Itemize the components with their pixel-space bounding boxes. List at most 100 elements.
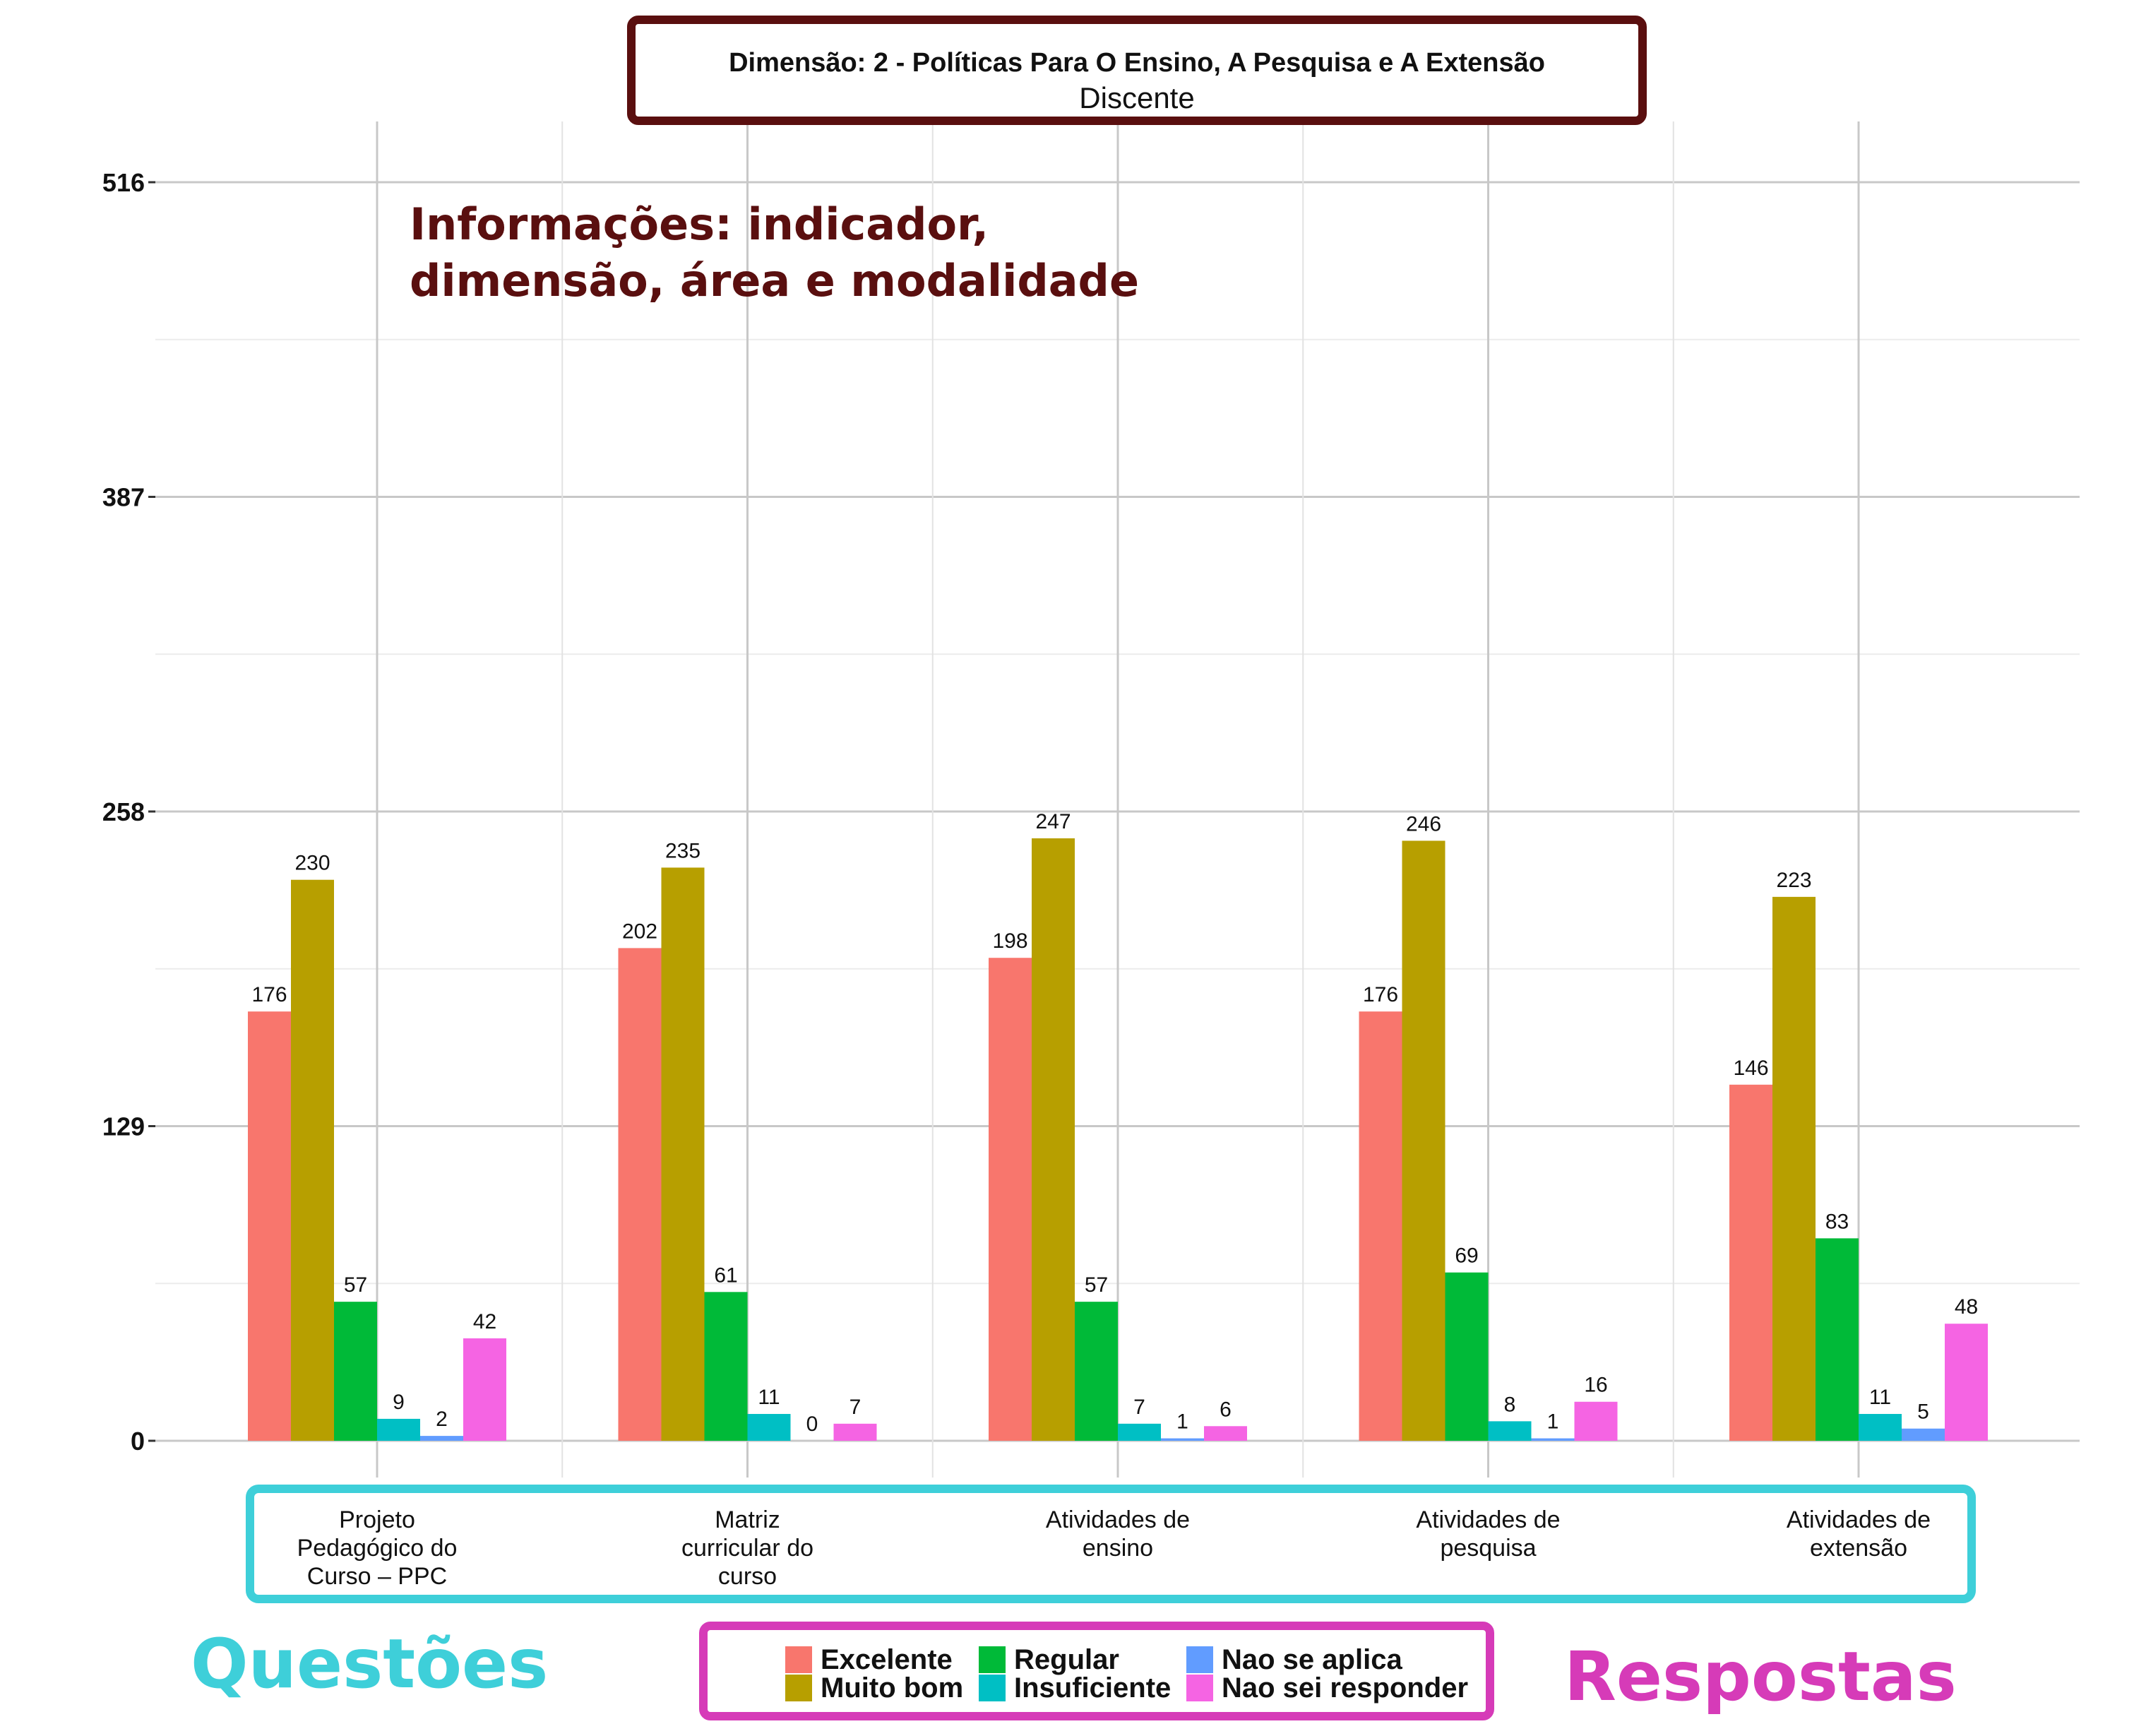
y-tick-label: 516 (102, 168, 145, 197)
legend-item-excelente: Excelente (785, 1643, 953, 1675)
bar-regular (1445, 1272, 1489, 1441)
chart-subtitle: Discente (1079, 81, 1195, 114)
bar-nao-sei-responder (1574, 1401, 1618, 1441)
bar-value-label: 1 (1547, 1410, 1559, 1434)
legend-label-regular: Regular (1014, 1643, 1119, 1675)
bar-value-label: 146 (1733, 1057, 1768, 1080)
bar-nao-se-aplica (1161, 1438, 1204, 1441)
bar-insuficiente (1859, 1414, 1902, 1441)
bar-value-label: 235 (665, 839, 701, 862)
bars (248, 838, 1988, 1441)
bar-regular (334, 1302, 377, 1441)
bar-insuficiente (1118, 1423, 1161, 1441)
bar-value-label: 247 (1035, 810, 1071, 833)
legend-label-muito-bom: Muito bom (821, 1672, 964, 1704)
bar-regular (704, 1292, 748, 1441)
legend-label-excelente: Excelente (821, 1643, 953, 1675)
bar-value-label: 176 (251, 983, 287, 1006)
legend-swatch-excelente (785, 1646, 812, 1673)
x-tick-label: Projeto Pedagógico do Curso – PPC (297, 1506, 458, 1590)
bar-value-label: 246 (1406, 812, 1441, 836)
bar-excelente (1729, 1084, 1772, 1441)
legend-item-muito-bom: Muito bom (785, 1672, 964, 1704)
bar-value-label: 48 (1955, 1295, 1978, 1319)
y-tick-label: 258 (102, 797, 145, 826)
x-tick-label: Matriz curricular do curso (681, 1506, 813, 1590)
legend-swatch-muito-bom (785, 1675, 812, 1701)
bar-muito-bom (661, 867, 705, 1441)
bar-value-label: 176 (1363, 983, 1398, 1006)
bar-value-label: 16 (1584, 1374, 1607, 1397)
bar-value-label: 2 (436, 1408, 448, 1431)
x-axis-labels: Projeto Pedagógico do Curso – PPC Matriz cur… (297, 1506, 1931, 1590)
questions-highlight-box (246, 1485, 1976, 1603)
bar-value-label: 11 (1869, 1386, 1891, 1409)
legend-label-nao-se-aplica: Nao se aplica (1222, 1643, 1402, 1675)
y-tick-label: 129 (102, 1112, 145, 1141)
y-axis: 0 129 258 387 516 (102, 168, 155, 1456)
info-annotation-line-1: Informações: indicador, (410, 198, 989, 250)
data-labels: 1762305792422022356111071982475771617624… (251, 810, 1978, 1436)
legend-item-nao-sei-responder: Nao sei responder (1186, 1672, 1468, 1704)
bar-value-label: 7 (1133, 1396, 1145, 1419)
bar-muito-bom (1032, 838, 1075, 1441)
questions-annotation: Questões (191, 1624, 549, 1704)
bar-value-label: 61 (714, 1264, 737, 1287)
bar-value-label: 202 (622, 920, 657, 943)
bar-excelente (1359, 1011, 1402, 1441)
legend-label-insuficiente: Insuficiente (1014, 1672, 1172, 1704)
bar-value-label: 230 (294, 852, 330, 875)
legend-item-insuficiente: Insuficiente (979, 1672, 1172, 1704)
bar-insuficiente (747, 1414, 791, 1441)
legend: Excelente Muito bom Regular Insuficiente… (699, 1622, 1494, 1720)
bar-value-label: 8 (1504, 1393, 1516, 1416)
bar-value-label: 11 (758, 1386, 780, 1409)
bar-regular (1816, 1238, 1859, 1441)
bar-excelente (989, 958, 1032, 1441)
bar-excelente (618, 948, 662, 1441)
x-tick-label: Atividades de extensão (1787, 1506, 1931, 1562)
bar-value-label: 83 (1825, 1210, 1849, 1233)
bar-value-label: 5 (1917, 1401, 1929, 1424)
chart-title: Dimensão: 2 - Políticas Para O Ensino, A… (729, 48, 1545, 78)
legend-swatch-regular (979, 1646, 1006, 1673)
bar-value-label: 57 (344, 1273, 367, 1297)
bar-nao-sei-responder (463, 1338, 506, 1441)
x-tick-label: Atividades de ensino (1046, 1506, 1190, 1562)
bar-nao-sei-responder (1945, 1324, 1988, 1441)
y-tick-label: 0 (131, 1427, 145, 1456)
bar-nao-se-aplica (1531, 1438, 1575, 1441)
bar-nao-se-aplica (420, 1436, 463, 1441)
bar-excelente (248, 1011, 291, 1441)
legend-item-regular: Regular (979, 1643, 1119, 1675)
bar-value-label: 69 (1455, 1244, 1478, 1268)
legend-swatch-nao-se-aplica (1186, 1646, 1213, 1673)
bar-value-label: 6 (1220, 1398, 1232, 1421)
bar-muito-bom (291, 879, 334, 1441)
bar-nao-se-aplica (1902, 1428, 1945, 1441)
bar-regular (1075, 1302, 1118, 1441)
info-annotation: Informações: indicador, dimensão, área e… (410, 196, 1139, 309)
y-tick-label: 387 (102, 483, 145, 512)
bar-nao-sei-responder (833, 1423, 877, 1441)
answers-annotation: Respostas (1564, 1637, 1957, 1716)
bar-muito-bom (1402, 840, 1445, 1441)
bar-value-label: 1 (1176, 1410, 1188, 1434)
info-annotation-line-2: dimensão, área e modalidade (410, 255, 1139, 307)
legend-item-nao-se-aplica: Nao se aplica (1186, 1643, 1402, 1675)
bar-insuficiente (377, 1418, 420, 1441)
bar-value-label: 7 (850, 1396, 862, 1419)
bar-value-label: 57 (1085, 1273, 1108, 1297)
bar-insuficiente (1488, 1421, 1532, 1441)
bar-nao-sei-responder (1204, 1426, 1247, 1441)
bar-value-label: 9 (393, 1391, 405, 1414)
legend-swatch-insuficiente (979, 1675, 1006, 1701)
x-tick-label: Atividades de pesquisa (1416, 1506, 1560, 1562)
bar-value-label: 198 (992, 929, 1027, 953)
bar-value-label: 223 (1776, 869, 1811, 892)
bar-muito-bom (1772, 896, 1816, 1441)
chart-title-box: Dimensão: 2 - Políticas Para O Ensino, A… (627, 16, 1647, 125)
legend-swatch-nao-sei-responder (1186, 1675, 1213, 1701)
bar-value-label: 0 (806, 1413, 818, 1436)
